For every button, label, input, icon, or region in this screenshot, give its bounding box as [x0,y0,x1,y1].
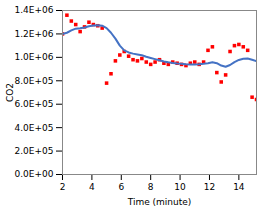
svg-text:6: 6 [118,182,124,192]
svg-text:1.0E+06: 1.0E+06 [15,52,54,62]
svg-text:2.0E+05: 2.0E+05 [15,146,54,156]
svg-text:8.0E+05: 8.0E+05 [15,76,54,86]
svg-text:2: 2 [60,182,66,192]
svg-text:Time (minute): Time (minute) [127,197,192,207]
svg-text:14: 14 [233,182,245,192]
svg-text:4: 4 [89,182,95,192]
svg-text:1.4E+06: 1.4E+06 [15,5,54,15]
svg-text:10: 10 [174,182,186,192]
svg-text:0.0E+00: 0.0E+00 [15,169,54,179]
svg-text:CO2: CO2 [5,83,15,102]
svg-text:8: 8 [148,182,154,192]
svg-text:4.0E+05: 4.0E+05 [15,123,54,133]
svg-text:1.2E+06: 1.2E+06 [15,29,54,39]
svg-text:12: 12 [204,182,215,192]
svg-text:6.0E+05: 6.0E+05 [15,99,54,109]
